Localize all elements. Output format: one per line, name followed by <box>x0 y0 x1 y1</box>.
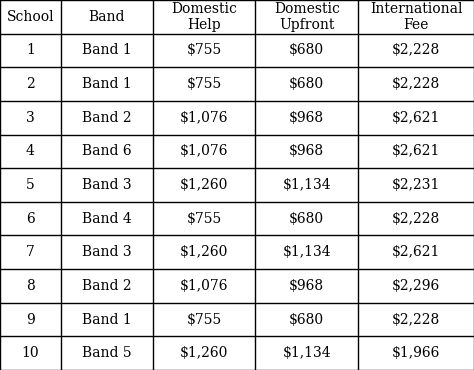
Text: $680: $680 <box>289 43 324 57</box>
Text: 2: 2 <box>26 77 35 91</box>
Text: $968: $968 <box>289 144 324 158</box>
Text: Band 5: Band 5 <box>82 346 131 360</box>
Text: $755: $755 <box>186 212 222 226</box>
Text: $2,228: $2,228 <box>392 212 440 226</box>
Text: Band 2: Band 2 <box>82 279 131 293</box>
Text: $1,260: $1,260 <box>180 178 228 192</box>
Text: 6: 6 <box>26 212 35 226</box>
Text: $1,966: $1,966 <box>392 346 440 360</box>
Text: $1,134: $1,134 <box>283 245 331 259</box>
Text: $1,134: $1,134 <box>283 178 331 192</box>
Text: $1,076: $1,076 <box>180 279 228 293</box>
Text: $2,228: $2,228 <box>392 43 440 57</box>
Text: $1,076: $1,076 <box>180 111 228 125</box>
Text: $680: $680 <box>289 212 324 226</box>
Text: 1: 1 <box>26 43 35 57</box>
Text: $755: $755 <box>186 43 222 57</box>
Text: $2,228: $2,228 <box>392 313 440 327</box>
Text: International
Fee: International Fee <box>370 2 462 32</box>
Text: $2,621: $2,621 <box>392 111 440 125</box>
Text: Band 3: Band 3 <box>82 245 131 259</box>
Text: Band 1: Band 1 <box>82 313 131 327</box>
Text: $1,076: $1,076 <box>180 144 228 158</box>
Text: $968: $968 <box>289 279 324 293</box>
Text: $1,134: $1,134 <box>283 346 331 360</box>
Text: Band 6: Band 6 <box>82 144 131 158</box>
Text: 4: 4 <box>26 144 35 158</box>
Text: 9: 9 <box>26 313 35 327</box>
Text: $968: $968 <box>289 111 324 125</box>
Text: 8: 8 <box>26 279 35 293</box>
Text: School: School <box>7 10 54 24</box>
Text: 7: 7 <box>26 245 35 259</box>
Text: $755: $755 <box>186 77 222 91</box>
Text: 3: 3 <box>26 111 35 125</box>
Text: $2,621: $2,621 <box>392 245 440 259</box>
Text: Band 1: Band 1 <box>82 43 131 57</box>
Text: Band 4: Band 4 <box>82 212 131 226</box>
Text: $2,296: $2,296 <box>392 279 440 293</box>
Text: Band 3: Band 3 <box>82 178 131 192</box>
Text: $2,231: $2,231 <box>392 178 440 192</box>
Text: 5: 5 <box>26 178 35 192</box>
Text: Domestic
Upfront: Domestic Upfront <box>274 2 340 32</box>
Text: Band: Band <box>88 10 125 24</box>
Text: $755: $755 <box>186 313 222 327</box>
Text: $2,621: $2,621 <box>392 144 440 158</box>
Text: Band 2: Band 2 <box>82 111 131 125</box>
Text: $1,260: $1,260 <box>180 245 228 259</box>
Text: $2,228: $2,228 <box>392 77 440 91</box>
Text: $1,260: $1,260 <box>180 346 228 360</box>
Text: 10: 10 <box>21 346 39 360</box>
Text: Band 1: Band 1 <box>82 77 131 91</box>
Text: $680: $680 <box>289 313 324 327</box>
Text: Domestic
Help: Domestic Help <box>171 2 237 32</box>
Text: $680: $680 <box>289 77 324 91</box>
